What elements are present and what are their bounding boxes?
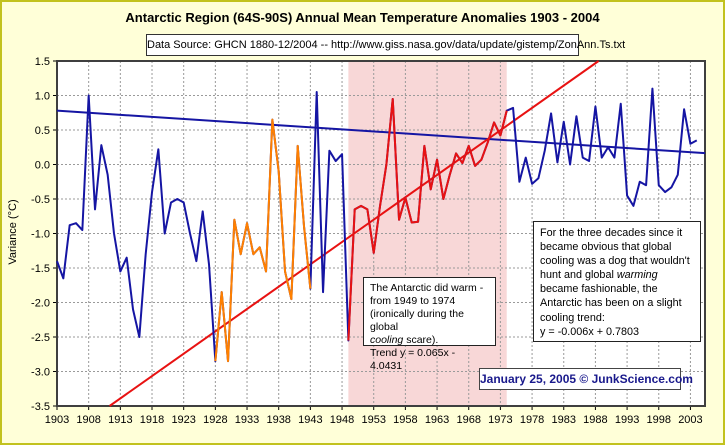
y-tick-label: -0.5 bbox=[31, 194, 50, 206]
y-axis-title: Variance (°C) bbox=[7, 199, 19, 265]
annotation-line: The Antarctic did warm - bbox=[370, 282, 484, 294]
x-tick-label: 1958 bbox=[393, 414, 417, 426]
y-tick-label: 1.5 bbox=[35, 56, 50, 68]
y-tick-label: 1.0 bbox=[35, 91, 50, 103]
annotation-line: y = -0.006x + 0.7803 bbox=[540, 325, 640, 338]
copyright-date-text: January 25, 2005 © JunkScience.com bbox=[480, 372, 693, 386]
x-tick-label: 1918 bbox=[140, 414, 164, 426]
annotation-line: cooling scare). bbox=[370, 334, 439, 346]
annotation-line: Trend y = 0.065x - 4.0431 bbox=[370, 347, 456, 372]
y-tick-label: -3.5 bbox=[31, 401, 50, 413]
x-tick-label: 1973 bbox=[488, 414, 512, 426]
annotation-line: (ironically during the global bbox=[370, 308, 464, 333]
y-tick-label: -1.0 bbox=[31, 229, 50, 241]
data-source-text: Data Source: GHCN 1880-12/2004 -- http:/… bbox=[147, 39, 626, 51]
annotation-line: Antarctic has been on a slight bbox=[540, 297, 682, 310]
chart-title: Antarctic Region (64S-90S) Annual Mean T… bbox=[125, 10, 600, 25]
x-tick-label: 1978 bbox=[520, 414, 544, 426]
orange-segment-1928-1943 bbox=[214, 118, 312, 363]
y-tick-label: -2.0 bbox=[31, 298, 50, 310]
x-tick-label: 1963 bbox=[425, 414, 449, 426]
x-tick-label: 2003 bbox=[678, 414, 702, 426]
annotation-warming-1949-1974: The Antarctic did warm - from 1949 to 197… bbox=[363, 277, 496, 372]
plot-border bbox=[56, 60, 706, 407]
x-tick-label: 1968 bbox=[456, 414, 480, 426]
copyright-date-box: January 25, 2005 © JunkScience.com bbox=[479, 368, 693, 390]
y-tick-label: -2.5 bbox=[31, 332, 50, 344]
y-tick-label: -3.0 bbox=[31, 367, 50, 379]
x-tick-label: 1953 bbox=[361, 414, 385, 426]
x-tick-label: 1983 bbox=[552, 414, 576, 426]
annotation-line: cooling was a dog that wouldn't bbox=[540, 255, 690, 268]
annotation-line: became fashionable, the bbox=[540, 283, 658, 296]
x-tick-label: 1913 bbox=[108, 414, 132, 426]
x-tick-label: 1998 bbox=[647, 414, 671, 426]
x-tick-label: 1923 bbox=[171, 414, 195, 426]
y-tick-label: -1.5 bbox=[31, 263, 50, 275]
x-tick-label: 1993 bbox=[615, 414, 639, 426]
x-tick-label: 1933 bbox=[235, 414, 259, 426]
annotation-line: from 1949 to 1974 bbox=[370, 295, 456, 307]
y-tick-label: 0.0 bbox=[35, 160, 50, 172]
x-tick-label: 1988 bbox=[583, 414, 607, 426]
full-period-cooling-trend bbox=[56, 109, 706, 155]
x-tick-label: 1908 bbox=[76, 414, 100, 426]
x-tick-label: 1938 bbox=[266, 414, 290, 426]
annotation-line: cooling trend: bbox=[540, 311, 605, 324]
x-tick-label: 1928 bbox=[203, 414, 227, 426]
annotation-cooling-trend: For the three decades since it became obv… bbox=[533, 221, 701, 342]
annotation-line: hunt and global warming bbox=[540, 269, 658, 282]
data-source-box: Data Source: GHCN 1880-12/2004 -- http:/… bbox=[146, 34, 625, 56]
annotation-line: For the three decades since it bbox=[540, 227, 683, 239]
annotation-line: became obvious that global bbox=[540, 241, 672, 254]
x-tick-label: 1903 bbox=[45, 414, 69, 426]
x-tick-label: 1943 bbox=[298, 414, 322, 426]
x-tick-label: 1948 bbox=[330, 414, 354, 426]
y-tick-label: 0.5 bbox=[35, 125, 50, 137]
red-warming-segment-1949-1974 bbox=[347, 97, 508, 341]
